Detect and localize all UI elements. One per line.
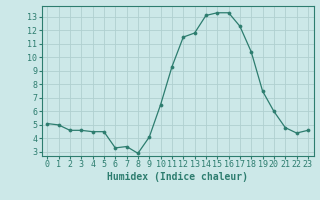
X-axis label: Humidex (Indice chaleur): Humidex (Indice chaleur) xyxy=(107,172,248,182)
